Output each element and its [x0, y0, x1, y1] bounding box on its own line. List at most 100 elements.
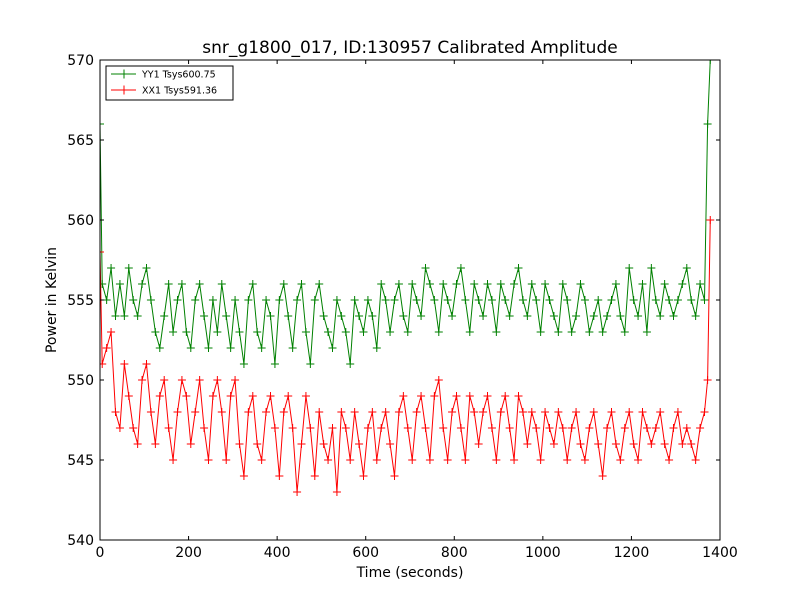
- data-point: [421, 264, 430, 272]
- data-point: [461, 456, 470, 464]
- data-point: [603, 312, 612, 320]
- data-point: [217, 408, 226, 416]
- x-axis-label: Time (seconds): [356, 565, 464, 581]
- data-point: [275, 296, 284, 304]
- data-point: [332, 488, 341, 496]
- data-point: [430, 296, 439, 304]
- data-point: [576, 280, 585, 288]
- data-point: [580, 296, 589, 304]
- data-point: [142, 264, 151, 272]
- data-point: [124, 392, 133, 400]
- data-point: [297, 440, 306, 448]
- data-point: [288, 424, 297, 432]
- data-point: [355, 440, 364, 448]
- data-point: [169, 456, 178, 464]
- data-point: [682, 264, 691, 272]
- data-point: [603, 424, 612, 432]
- y-tick-label: 570: [67, 53, 94, 69]
- data-point: [100, 360, 107, 368]
- data-point: [248, 392, 257, 400]
- data-point: [452, 392, 461, 400]
- data-point: [399, 392, 408, 400]
- data-point: [403, 328, 412, 336]
- data-point: [598, 472, 607, 480]
- data-point: [417, 312, 426, 320]
- data-point: [567, 424, 576, 432]
- data-point: [315, 280, 324, 288]
- data-point: [425, 280, 434, 288]
- series-xx1: [100, 216, 715, 496]
- data-point: [363, 296, 372, 304]
- x-tick-label: 400: [264, 545, 291, 561]
- data-point: [700, 408, 709, 416]
- data-point: [239, 472, 248, 480]
- chart-title: snr_g1800_017, ID:130957 Calibrated Ampl…: [202, 38, 617, 58]
- data-point: [523, 312, 532, 320]
- data-point: [120, 312, 129, 320]
- data-point: [474, 440, 483, 448]
- data-point: [142, 360, 151, 368]
- data-point: [111, 312, 120, 320]
- data-point: [483, 392, 492, 400]
- data-point: [425, 456, 434, 464]
- data-point: [651, 296, 660, 304]
- data-point: [465, 392, 474, 400]
- data-point: [195, 376, 204, 384]
- data-point: [328, 424, 337, 432]
- data-point: [386, 328, 395, 336]
- data-point: [465, 328, 474, 336]
- data-point: [324, 328, 333, 336]
- data-point: [647, 440, 656, 448]
- data-point: [107, 264, 116, 272]
- data-point: [456, 264, 465, 272]
- data-point: [231, 376, 240, 384]
- data-point: [226, 344, 235, 352]
- data-point: [629, 296, 638, 304]
- data-point: [115, 280, 124, 288]
- data-point: [208, 296, 217, 304]
- data-point: [487, 296, 496, 304]
- data-point: [169, 328, 178, 336]
- data-point: [505, 312, 514, 320]
- data-point: [315, 408, 324, 416]
- data-point: [691, 312, 700, 320]
- data-point: [390, 472, 399, 480]
- data-point: [332, 296, 341, 304]
- data-point: [620, 424, 629, 432]
- data-point: [160, 376, 169, 384]
- data-point: [554, 328, 563, 336]
- data-point: [363, 424, 372, 432]
- data-point: [341, 424, 350, 432]
- data-point: [678, 440, 687, 448]
- data-point: [594, 296, 603, 304]
- data-point: [138, 280, 147, 288]
- y-tick-label: 560: [67, 213, 94, 229]
- data-point: [536, 456, 545, 464]
- x-tick-label: 0: [96, 545, 105, 561]
- data-point: [589, 408, 598, 416]
- data-point: [386, 440, 395, 448]
- data-point: [284, 392, 293, 400]
- data-point: [443, 456, 452, 464]
- data-point: [439, 280, 448, 288]
- data-point: [589, 312, 598, 320]
- y-axis-label: Power in Kelvin: [44, 247, 60, 353]
- data-point: [629, 440, 638, 448]
- data-point: [213, 328, 222, 336]
- data-point: [687, 440, 696, 448]
- data-point: [580, 456, 589, 464]
- data-point: [195, 280, 204, 288]
- data-point: [656, 312, 665, 320]
- data-point: [222, 456, 231, 464]
- data-point: [301, 392, 310, 400]
- data-point: [496, 280, 505, 288]
- data-point: [100, 120, 104, 128]
- data-point: [248, 280, 257, 288]
- data-point: [585, 424, 594, 432]
- data-point: [151, 440, 160, 448]
- data-point: [204, 456, 213, 464]
- data-point: [470, 408, 479, 416]
- data-point: [100, 280, 107, 288]
- data-point: [377, 280, 386, 288]
- data-point: [523, 440, 532, 448]
